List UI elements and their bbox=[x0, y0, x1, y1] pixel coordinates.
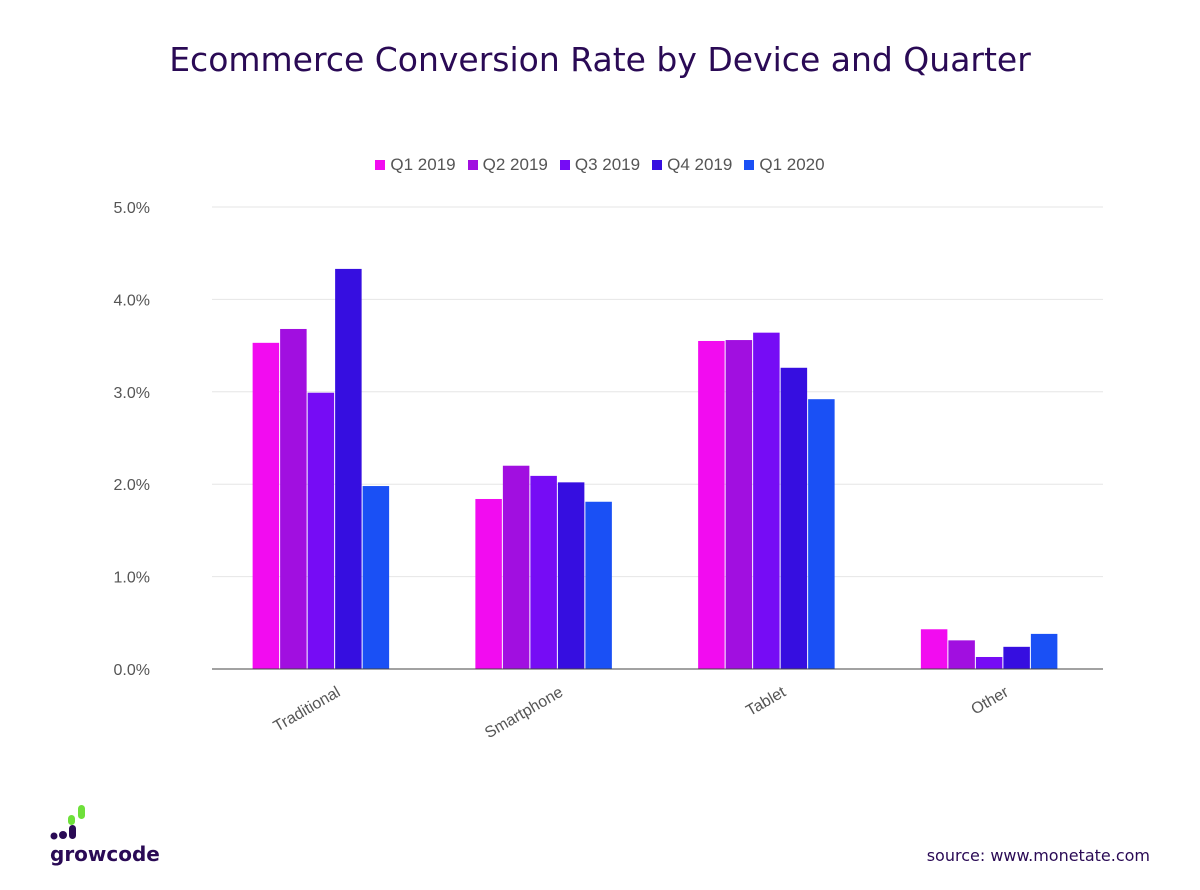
bar-traditional-q4-2019 bbox=[335, 268, 362, 669]
legend-label: Q1 2020 bbox=[759, 155, 825, 174]
x-tick-label: Other bbox=[968, 683, 1012, 718]
growcode-logo-icon bbox=[50, 805, 85, 840]
bar-other-q3-2019 bbox=[975, 656, 1003, 669]
x-tick-label: Traditional bbox=[271, 684, 344, 736]
bar-tablet-q1-2019 bbox=[698, 340, 725, 669]
legend-label: Q4 2019 bbox=[667, 155, 733, 174]
legend: Q1 2019 Q2 2019 Q3 2019 Q4 2019 Q1 2020 bbox=[0, 155, 1200, 175]
source-note: source: www.monetate.com bbox=[926, 846, 1150, 865]
legend-label: Q1 2019 bbox=[390, 155, 456, 174]
legend-swatch bbox=[467, 160, 478, 170]
bar-other-q2-2019 bbox=[948, 640, 975, 669]
bar-tablet-q4-2019 bbox=[780, 367, 808, 669]
x-tick-label: Smartphone bbox=[482, 684, 566, 742]
bar-tablet-q3-2019 bbox=[753, 332, 780, 669]
bar-tablet-q2-2019 bbox=[725, 340, 753, 669]
bar-traditional-q1-2019 bbox=[252, 342, 280, 669]
bar-smartphone-q3-2019 bbox=[530, 475, 557, 669]
legend-item: Q3 2019 bbox=[559, 155, 641, 175]
bar-smartphone-q4-2019 bbox=[557, 482, 585, 669]
bar-traditional-q2-2019 bbox=[280, 328, 307, 669]
legend-item: Q1 2020 bbox=[744, 155, 825, 175]
legend-swatch bbox=[375, 160, 386, 170]
bar-traditional-q1-2020 bbox=[362, 486, 390, 669]
y-tick-label: 0.0% bbox=[114, 662, 150, 679]
bar-other-q1-2020 bbox=[1030, 633, 1058, 669]
bar-tablet-q1-2020 bbox=[808, 399, 835, 669]
legend-item: Q2 2019 bbox=[467, 155, 548, 175]
bar-smartphone-q2-2019 bbox=[502, 465, 530, 669]
bar-smartphone-q1-2019 bbox=[475, 498, 502, 669]
y-tick-label: 5.0% bbox=[114, 200, 150, 217]
bar-traditional-q3-2019 bbox=[307, 392, 335, 669]
bar-smartphone-q1-2020 bbox=[585, 501, 612, 669]
legend-label: Q2 2019 bbox=[482, 155, 548, 174]
x-tick-label: Tablet bbox=[743, 683, 789, 719]
bar-other-q4-2019 bbox=[1003, 646, 1030, 669]
legend-item: Q4 2019 bbox=[652, 155, 732, 175]
y-tick-label: 4.0% bbox=[114, 292, 150, 309]
chart-title: Ecommerce Conversion Rate by Device and … bbox=[169, 40, 1031, 79]
y-tick-label: 1.0% bbox=[114, 570, 150, 587]
legend-item: Q1 2019 bbox=[375, 155, 456, 175]
y-tick-label: 2.0% bbox=[114, 477, 150, 494]
logo-text: growcode bbox=[50, 842, 160, 866]
legend-swatch bbox=[744, 160, 755, 170]
legend-swatch bbox=[652, 160, 663, 170]
y-tick-label: 3.0% bbox=[114, 385, 150, 402]
legend-swatch bbox=[559, 160, 570, 170]
bar-other-q1-2019 bbox=[920, 629, 948, 669]
legend-label: Q3 2019 bbox=[574, 155, 641, 174]
